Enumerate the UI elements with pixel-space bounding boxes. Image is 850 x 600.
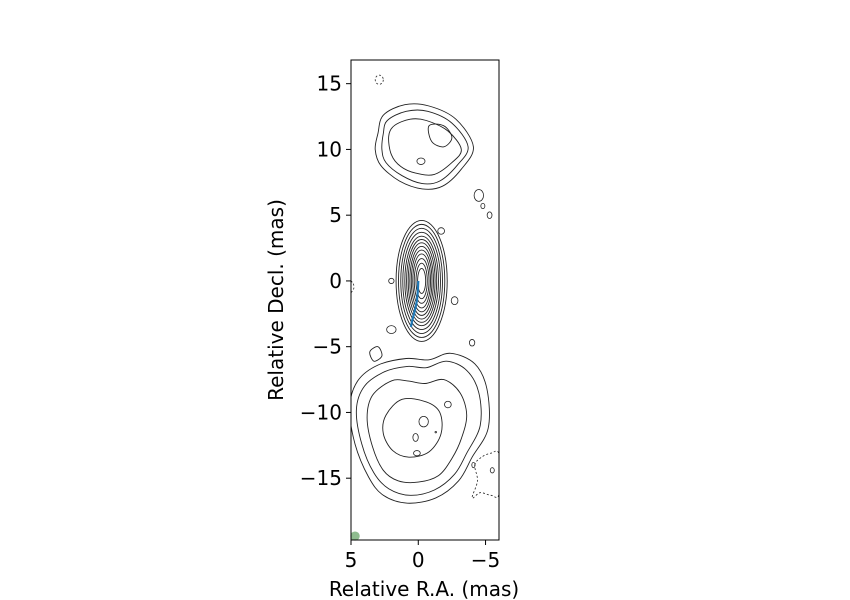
contour-map — [351, 74, 499, 504]
core-contour-7 — [409, 246, 434, 316]
south-lobe-blob-5 — [388, 277, 395, 284]
x-axis: 5 0 −5 — [345, 540, 500, 572]
south-lobe-contour-3 — [382, 398, 443, 458]
core-contour-0 — [395, 219, 448, 342]
core-contour-3 — [402, 231, 441, 331]
north-lobe-blob-3 — [480, 202, 486, 210]
core-contour-4 — [404, 235, 439, 327]
south-lobe-blob-8 — [468, 339, 476, 347]
core-contour-5 — [406, 239, 438, 323]
core-contour-10 — [413, 258, 430, 304]
south-lobe-blob-7 — [450, 296, 459, 306]
plot-frame — [350, 59, 500, 541]
core-contour-1 — [398, 223, 446, 338]
north-lobe-blob-4 — [486, 211, 493, 219]
jet-line — [409, 280, 420, 328]
south-lobe-blob-3 — [413, 450, 421, 457]
north-lobe-blob-1 — [374, 74, 384, 85]
y-axis: 15 10 5 0 −5 −10 −15 — [300, 72, 351, 490]
north-lobe-contour-2 — [388, 118, 462, 176]
jet-path — [409, 280, 420, 328]
beam-ellipse — [350, 531, 360, 541]
beam-marker — [350, 531, 360, 541]
y-tick-label: 5 — [329, 203, 342, 227]
north-lobe-blob-0 — [416, 157, 426, 165]
north-lobe-blob-2 — [473, 189, 484, 202]
y-tick-label: −15 — [300, 466, 342, 490]
negative-contour-0 — [471, 450, 499, 499]
south-lobe-blob-2 — [412, 433, 419, 442]
south-lobe-blob-10 — [489, 467, 495, 474]
core-contour-9 — [412, 253, 431, 309]
south-lobe-contour-4 — [369, 346, 383, 362]
y-tick-label: 15 — [317, 72, 342, 96]
x-axis-title: Relative R.A. (mas) — [329, 577, 519, 600]
y-tick-label: −5 — [313, 335, 342, 359]
negative-contour-1 — [351, 280, 355, 294]
x-tick-label: −5 — [471, 548, 500, 572]
core-contour-8 — [410, 249, 433, 313]
south-lobe-blob-6 — [386, 325, 397, 334]
y-tick-label: −10 — [300, 400, 342, 424]
north-lobe-contour-0 — [374, 103, 474, 190]
north-lobe-blob-5 — [437, 227, 445, 235]
south-lobe-blob-4 — [434, 430, 437, 434]
y-tick-label: 0 — [329, 269, 342, 293]
core-contour-11 — [415, 262, 428, 300]
south-lobe-contour-0 — [351, 352, 490, 504]
x-tick-label: 0 — [412, 548, 425, 572]
y-axis-title: Relative Decl. (mas) — [264, 199, 288, 401]
north-lobe-contour-1 — [381, 109, 469, 185]
south-lobe-blob-0 — [418, 415, 429, 428]
x-tick-label: 5 — [345, 548, 358, 572]
south-lobe-blob-1 — [444, 400, 452, 409]
south-lobe-contour-1 — [355, 360, 482, 496]
north-lobe-contour-3 — [427, 123, 453, 148]
core-contour-6 — [407, 242, 436, 320]
south-lobe-contour-2 — [366, 378, 468, 484]
y-tick-label: 10 — [317, 137, 342, 161]
core-contour-2 — [400, 227, 443, 334]
